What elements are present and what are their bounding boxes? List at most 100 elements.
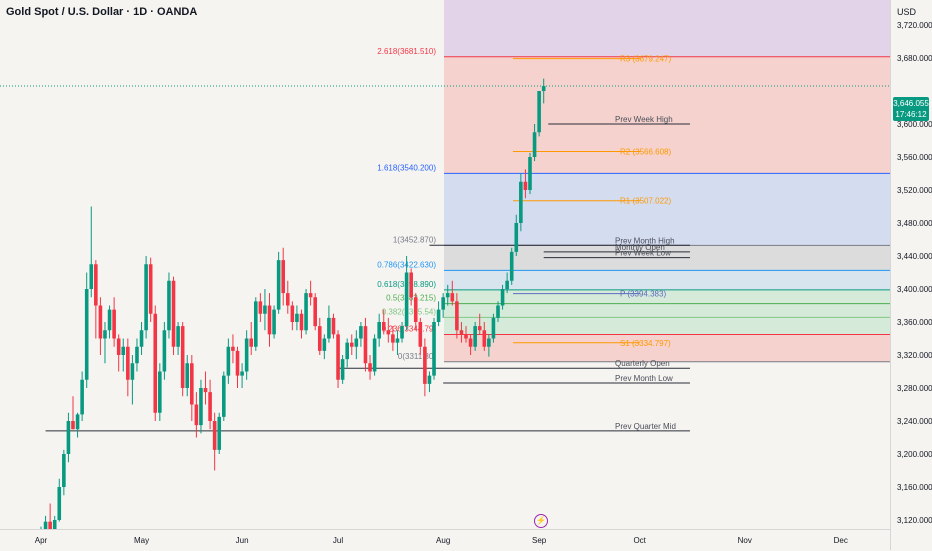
reference-label: Prev Week Low: [615, 249, 671, 258]
candle-body: [295, 313, 299, 322]
candle: [126, 338, 130, 397]
candle: [391, 326, 395, 351]
candle: [244, 330, 249, 380]
candle: [162, 322, 167, 380]
candle: [290, 301, 295, 331]
currency-label[interactable]: USD: [897, 7, 917, 17]
candle: [258, 293, 263, 322]
candle-body: [162, 330, 167, 372]
candle: [322, 334, 327, 360]
candle-body: [400, 326, 404, 339]
candle: [304, 289, 308, 335]
lightning-icon[interactable]: ⚡: [534, 514, 548, 528]
candle-body: [363, 326, 368, 364]
candle-body: [130, 363, 135, 380]
candle-body: [116, 338, 121, 355]
candle: [445, 284, 450, 306]
candle: [514, 214, 519, 256]
candle-body: [84, 289, 89, 380]
candle-body: [226, 346, 231, 376]
candle-body: [336, 334, 340, 380]
candle: [409, 268, 413, 306]
candle-body: [409, 272, 413, 298]
candle: [331, 313, 336, 339]
pivot-label: S1 (3334.797): [620, 339, 671, 348]
candle: [313, 293, 317, 331]
candle-body: [327, 317, 331, 339]
candle-body: [199, 388, 203, 426]
candle-body: [423, 346, 427, 384]
candle: [240, 363, 244, 388]
candle: [317, 317, 322, 355]
candle: [372, 334, 377, 376]
candle: [340, 355, 345, 384]
candle: [212, 412, 217, 471]
candle-body: [427, 375, 432, 384]
candle-body: [459, 330, 464, 335]
chart-title: Gold Spot / U.S. Dollar · 1D · OANDA: [6, 6, 198, 18]
candle-body: [222, 375, 226, 417]
candle-body: [482, 330, 487, 347]
time-axis[interactable]: [0, 529, 890, 551]
candle-body: [468, 338, 473, 347]
candle: [276, 251, 281, 314]
candle: [194, 392, 199, 438]
candle-body: [317, 326, 322, 351]
candle: [272, 305, 276, 339]
candle-body: [62, 454, 66, 487]
candle-body: [491, 317, 496, 339]
candle: [71, 396, 75, 430]
candle-body: [121, 346, 126, 355]
reference-label: Quarterly Open: [615, 359, 670, 368]
candle-body: [71, 421, 75, 430]
candle-body: [167, 280, 171, 331]
candle-body: [308, 293, 313, 298]
candle-body: [98, 305, 103, 339]
candle: [80, 371, 84, 421]
candle: [441, 293, 445, 318]
candle-body: [523, 181, 528, 190]
candle-body: [89, 264, 94, 289]
candle: [130, 355, 135, 405]
candle: [537, 91, 541, 137]
candle: [432, 317, 436, 380]
candle: [62, 449, 66, 496]
candle-body: [445, 293, 450, 298]
fib-label: 1.618(3540.200): [377, 163, 436, 172]
candle: [135, 338, 139, 372]
candle: [381, 309, 386, 335]
candle: [455, 293, 459, 339]
last-price-badge: 3,646.055 17:46:12: [893, 97, 929, 121]
price-scale[interactable]: [890, 0, 932, 550]
candle-body: [235, 350, 240, 376]
candle: [48, 503, 52, 529]
candlestick-chart[interactable]: 2.618(3681.510) 1.618(3540.200) 1(3452.870…: [0, 0, 890, 529]
zone-green: [444, 289, 890, 335]
candle: [176, 322, 180, 355]
candle-body: [505, 280, 509, 289]
zone-blue: [444, 173, 890, 246]
candle: [450, 280, 455, 306]
candle: [482, 322, 487, 351]
candle: [295, 305, 299, 331]
candle: [249, 322, 254, 355]
candle-body: [500, 289, 505, 306]
candle: [459, 322, 464, 343]
candle: [436, 301, 441, 327]
candle: [267, 293, 272, 347]
candle-body: [231, 346, 235, 351]
zone-lower-red: [444, 334, 890, 362]
candle-body: [290, 305, 295, 322]
reference-label: Prev Quarter Mid: [615, 422, 676, 431]
candle: [423, 338, 427, 397]
candle-body: [48, 521, 52, 529]
candle: [299, 309, 304, 339]
candle-body: [299, 313, 304, 331]
candle-body: [386, 330, 391, 335]
candle: [491, 313, 496, 343]
candle: [285, 280, 290, 314]
bar-countdown: 17:46:12: [895, 110, 927, 119]
candle: [167, 272, 171, 339]
candle-body: [519, 181, 523, 223]
candle-body: [267, 305, 272, 335]
